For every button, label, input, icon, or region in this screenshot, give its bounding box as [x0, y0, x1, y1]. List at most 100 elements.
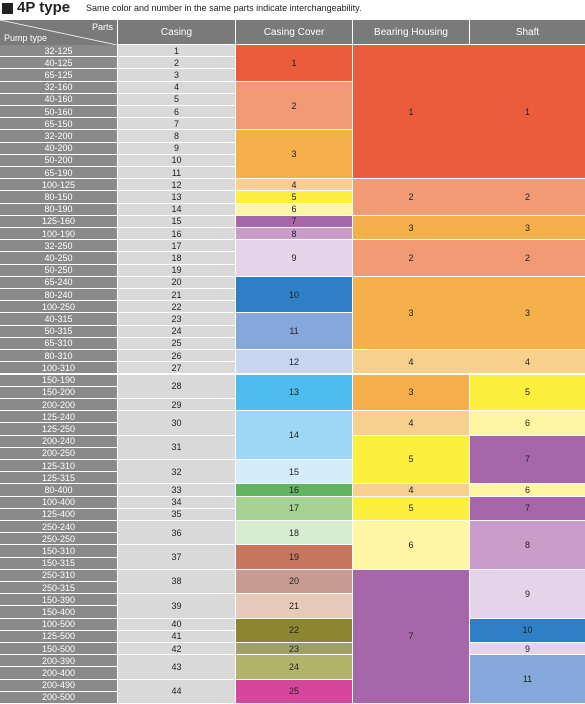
pump-type-cell: 200-200: [0, 398, 117, 411]
shaft-cell: 10: [470, 618, 585, 642]
casing-cell: 41: [118, 630, 235, 642]
pump-type-cell: 200-490: [0, 679, 117, 691]
casing-cover-cell: 12: [236, 350, 352, 374]
casing-cell: 20: [118, 276, 235, 289]
pump-type-cell: 100-310: [0, 362, 117, 374]
pump-type-cell: 150-400: [0, 606, 117, 618]
casing-cover-cell: 13: [236, 374, 352, 411]
pump-type-cell: 150-315: [0, 557, 117, 569]
pump-type-cell: 250-250: [0, 533, 117, 545]
pump-type-cell: 65-190: [0, 167, 117, 179]
pump-type-cell: 150-500: [0, 642, 117, 655]
shaft-cell: 3: [524, 222, 530, 233]
bearing-shaft-merged-block: [353, 350, 585, 374]
casing-cell: 9: [118, 142, 235, 154]
shaft-cell: 7: [470, 496, 585, 520]
pump-type-cell: 200-400: [0, 667, 117, 679]
casing-cover-cell: 17: [236, 496, 352, 520]
pump-type-cell: 200-500: [0, 691, 117, 703]
pump-type-cell: 40-200: [0, 142, 117, 154]
casing-cell: 36: [118, 520, 235, 545]
shaft-cell: 9: [470, 569, 585, 618]
pump-type-cell: 50-200: [0, 154, 117, 167]
pump-type-cell: 40-315: [0, 313, 117, 325]
pump-type-cell: 65-310: [0, 337, 117, 350]
casing-cell: 18: [118, 252, 235, 264]
casing-cover-cell: 2: [236, 81, 352, 130]
shaft-cell: 3: [524, 307, 530, 318]
interchangeability-table: Parts Pump type Casing Casing Cover Bearin…: [0, 20, 585, 704]
pump-type-cell: 250-240: [0, 520, 117, 533]
bearing-housing-cell: 4: [353, 411, 469, 435]
casing-cover-cell: 4: [236, 179, 352, 191]
shaft-cell: 7: [470, 435, 585, 484]
pump-type-cell: 200-240: [0, 435, 117, 447]
casing-cover-cell: 21: [236, 594, 352, 618]
bearing-housing-cell: 3: [408, 307, 414, 318]
shaft-cell: 4: [524, 356, 530, 367]
shaft-cell: 9: [470, 642, 585, 655]
casing-cell: 23: [118, 313, 235, 325]
bearing-shaft-merged-block: [353, 45, 585, 179]
casing-cell: 26: [118, 350, 235, 362]
casing-cell: 17: [118, 240, 235, 252]
shaft-cell: 1: [524, 106, 530, 117]
casing-cell: 44: [118, 679, 235, 703]
casing-cell: 11: [118, 167, 235, 179]
bearing-housing-cell: 2: [408, 192, 414, 203]
page-header: 4P type Same color and number in the sam…: [0, 0, 585, 19]
pump-type-cell: 100-125: [0, 179, 117, 191]
bearing-housing-cell: 1: [408, 106, 414, 117]
casing-cell: 19: [118, 264, 235, 276]
pump-type-cell: 65-240: [0, 276, 117, 289]
pump-type-cell: 125-160: [0, 215, 117, 228]
casing-cell: 31: [118, 435, 235, 459]
casing-cover-cell: 15: [236, 459, 352, 484]
casing-cell: 7: [118, 118, 235, 130]
casing-cover-cell: 16: [236, 484, 352, 496]
pump-type-cell: 50-315: [0, 325, 117, 337]
pump-type-cell: 200-250: [0, 447, 117, 459]
bearing-housing-cell: 3: [353, 374, 469, 411]
pump-type-cell: 125-310: [0, 459, 117, 472]
pump-type-cell: 80-400: [0, 484, 117, 496]
casing-cover-cell: 9: [236, 240, 352, 276]
casing-cover-cell: 20: [236, 569, 352, 594]
pump-type-cell: 40-125: [0, 57, 117, 69]
column-header-casing-cover: Casing Cover: [236, 20, 352, 44]
pump-type-cell: 150-190: [0, 374, 117, 386]
casing-cover-cell: 18: [236, 520, 352, 545]
casing-cell: 34: [118, 496, 235, 508]
casing-cover-cell: 7: [236, 215, 352, 228]
column-header-casing: Casing: [118, 20, 235, 44]
casing-cell: 39: [118, 594, 235, 618]
casing-cell: 4: [118, 81, 235, 93]
bearing-shaft-merged-block: [353, 240, 585, 276]
casing-cell: 35: [118, 508, 235, 520]
corner-diagonal-line: [0, 20, 117, 45]
shaft-cell: 6: [470, 411, 585, 435]
bearing-housing-cell: 5: [353, 496, 469, 520]
casing-cell: 43: [118, 655, 235, 679]
casing-cover-cell: 6: [236, 203, 352, 215]
casing-cell: 38: [118, 569, 235, 594]
casing-cover-cell: 3: [236, 130, 352, 179]
shaft-cell: 6: [470, 484, 585, 496]
casing-cover-cell: 19: [236, 545, 352, 569]
casing-cell: 21: [118, 289, 235, 301]
shaft-cell: 5: [470, 374, 585, 411]
shaft-cell: 2: [524, 192, 530, 203]
casing-cell: 29: [118, 398, 235, 411]
casing-cell: 12: [118, 179, 235, 191]
casing-cell: 28: [118, 374, 235, 398]
casing-cell: 8: [118, 130, 235, 142]
bearing-shaft-merged-block: [353, 215, 585, 240]
casing-cell: 6: [118, 106, 235, 118]
pump-type-cell: 32-125: [0, 45, 117, 57]
casing-cell: 42: [118, 642, 235, 655]
casing-cell: 5: [118, 93, 235, 106]
pump-type-cell: 250-315: [0, 581, 117, 594]
pump-type-cell: 100-500: [0, 618, 117, 630]
casing-cell: 24: [118, 325, 235, 337]
casing-cell: 33: [118, 484, 235, 496]
